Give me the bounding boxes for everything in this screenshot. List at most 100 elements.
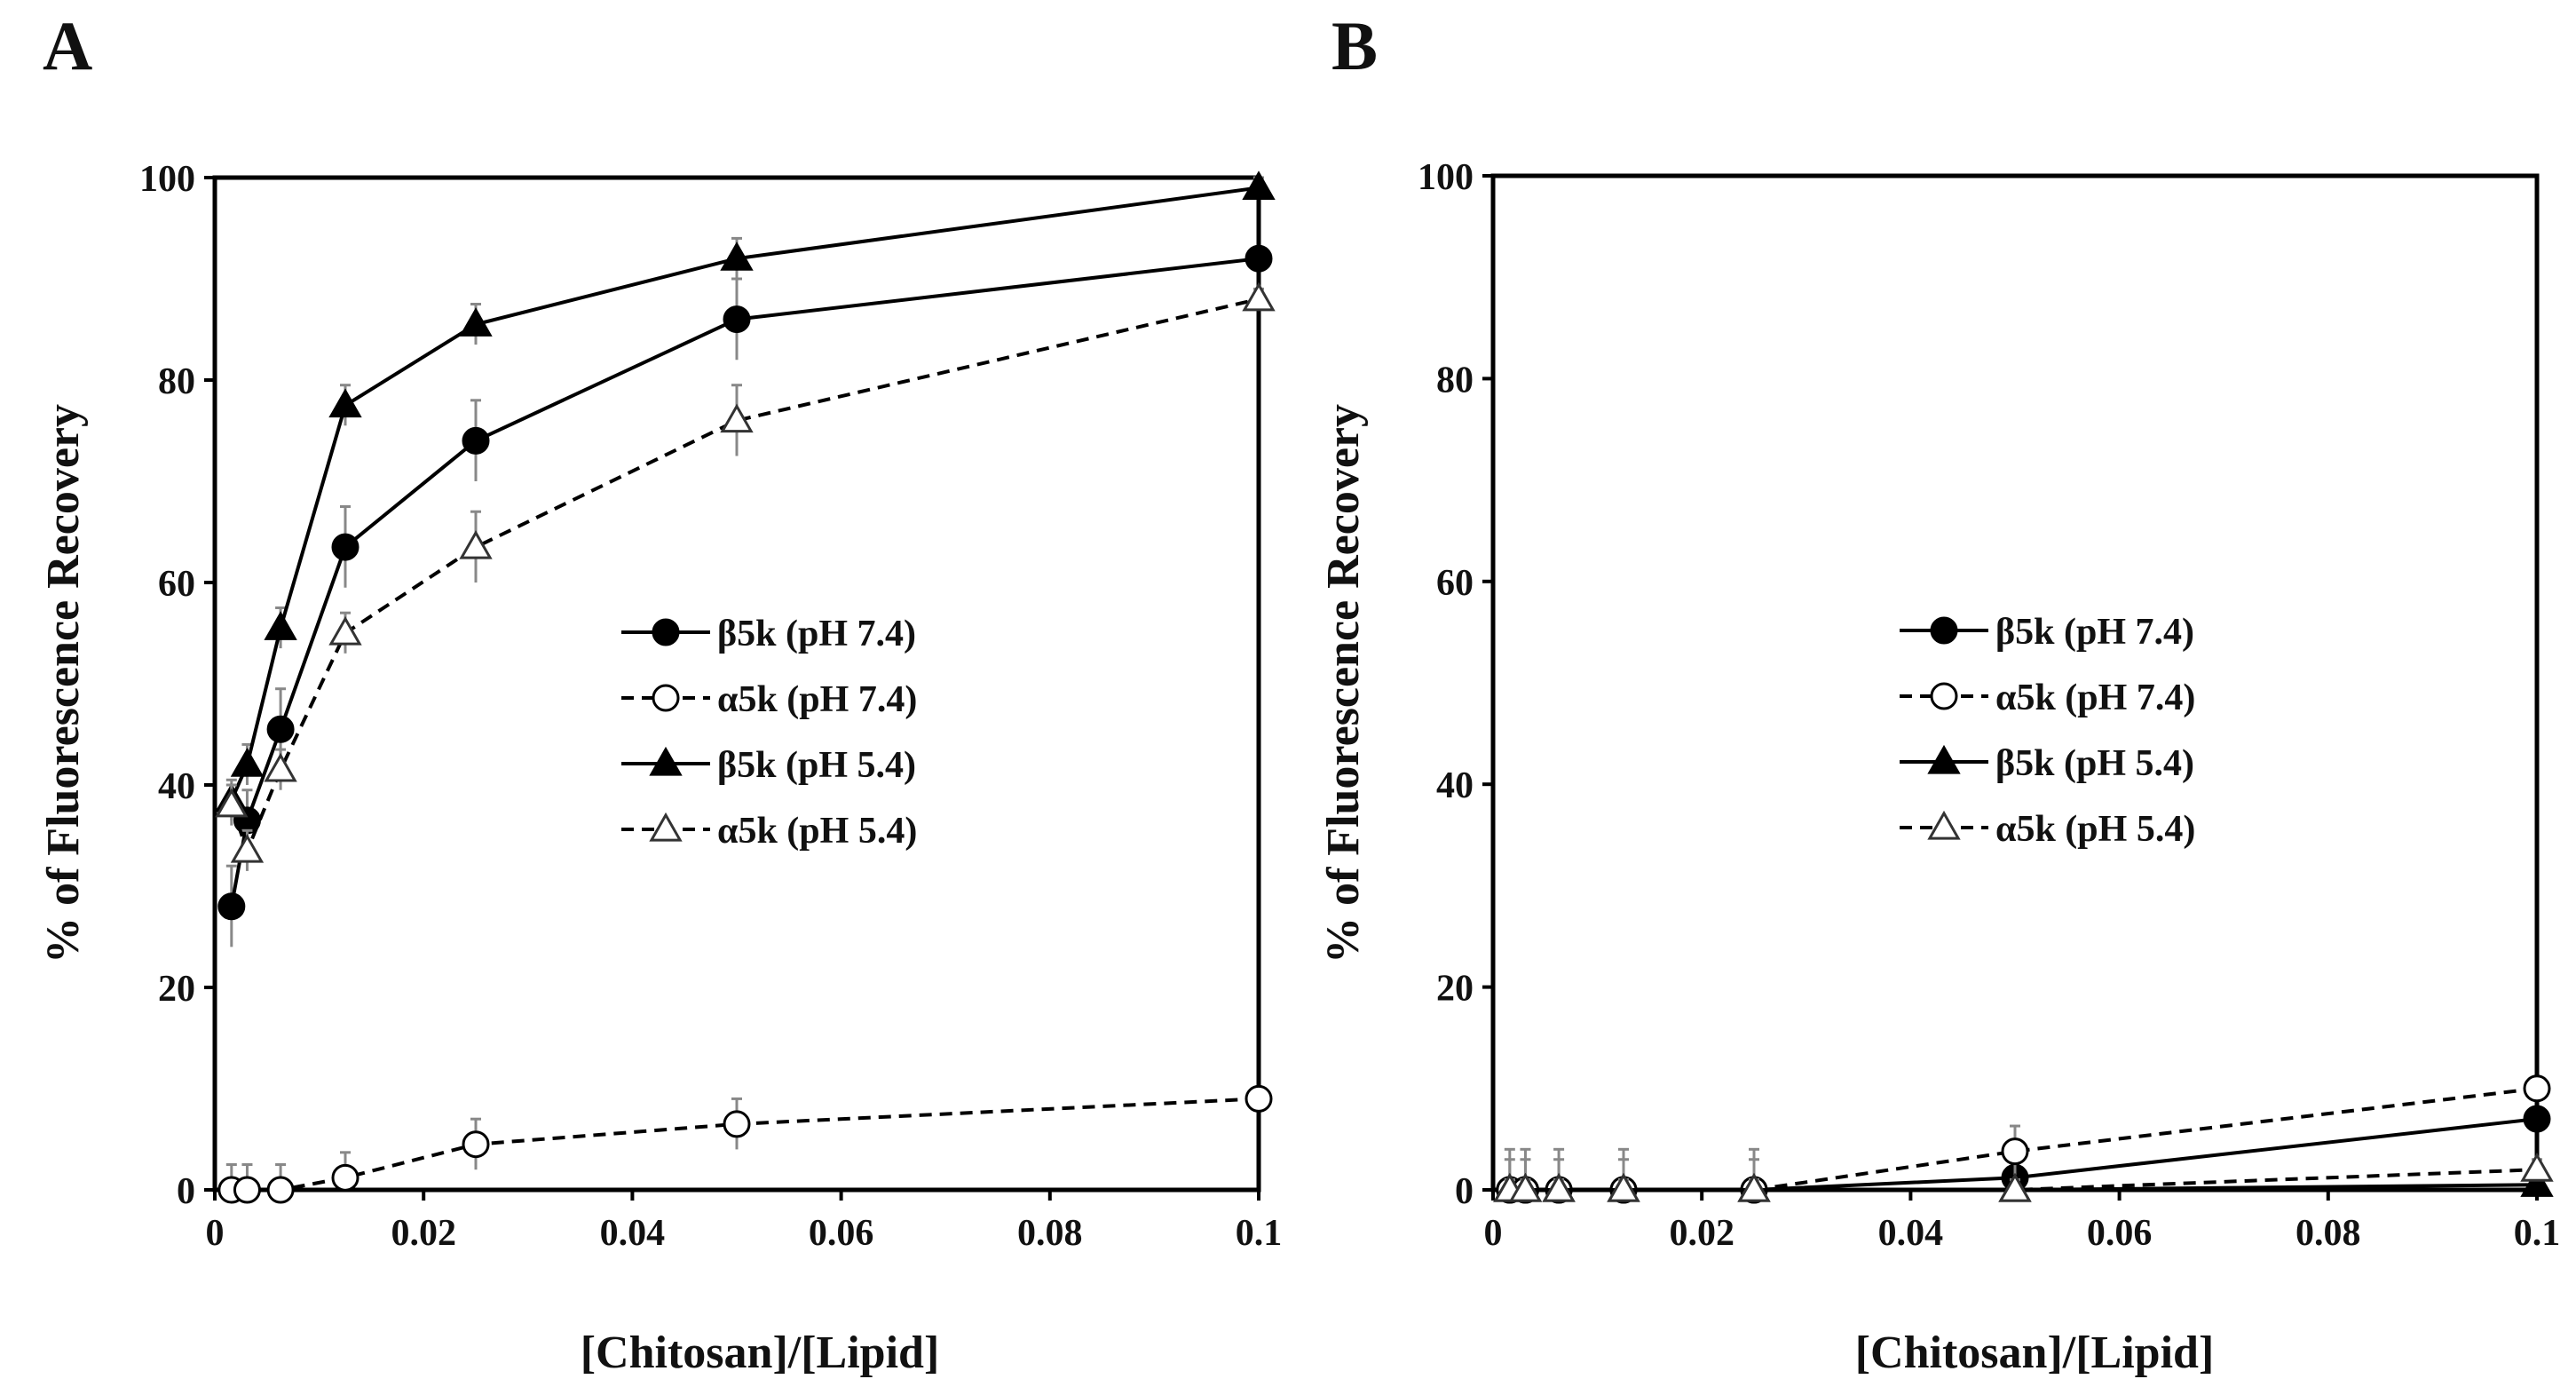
panel-b-series-3-point	[1998, 1172, 2032, 1202]
panel-a-series-3-point	[1242, 281, 1276, 312]
panel-b-series-3	[1493, 1153, 2554, 1202]
panel-a-legend-marker	[652, 618, 680, 646]
panel-b-y-tick-label: 100	[1418, 157, 1474, 198]
panel-a-series-1-point	[462, 1130, 490, 1159]
panel-b-y-ticks: 0 20 40 60 80 100	[1418, 157, 1493, 1212]
panel-a-series-1	[217, 1084, 1273, 1204]
panel-b-legend-label: α5k (pH 7.4)	[1995, 678, 2195, 718]
panel-b-series-3-point	[2520, 1153, 2554, 1182]
panel-a-series-2-point	[1242, 170, 1276, 200]
panel-b-y-tick-label: 80	[1436, 360, 1474, 400]
panel-b-series	[1493, 1074, 2554, 1204]
panel-a-legend-marker	[649, 812, 683, 842]
panel-b-y-axis-label: % of Fluorescence Recovery	[1318, 404, 1369, 963]
panel-a-y-ticks: 0 20 40 60 80 100	[139, 159, 215, 1212]
panel-a-series-1-point	[723, 1110, 751, 1138]
panel-a-series-3-point	[230, 833, 265, 863]
panel-a-y-tick-label: 80	[158, 361, 195, 402]
panel-b-x-tick-label: 0	[1484, 1213, 1503, 1254]
panel-a-series-1-point	[233, 1176, 261, 1204]
panel-a-x-axis-label: [Chitosan]/[Lipid]	[581, 1328, 940, 1378]
panel-b-legend: β5k (pH 7.4) α5k (pH 7.4) β5k (pH 5.4) α5k …	[1900, 612, 2195, 850]
panel-b-legend-label: α5k (pH 5.4)	[1995, 809, 2195, 850]
panel-b-x-tick-label: 0.1	[2514, 1213, 2561, 1254]
panel-b-x-tick-label: 0.04	[1878, 1213, 1944, 1254]
panel-a: A % of Fluorescence Recovery [Chitosan]/…	[38, 7, 1282, 1378]
panel-b-legend-marker	[1930, 682, 1958, 710]
panel-a-series-1-line	[231, 1097, 1260, 1192]
panel-a-series-0	[217, 244, 1273, 947]
panel-a-series-3-point	[264, 752, 297, 782]
panel-b-legend-marker	[1927, 744, 1961, 774]
panel-a-series-0-line	[229, 257, 1260, 908]
panel-a-y-tick-label: 0	[177, 1171, 195, 1212]
panel-a-legend-label: α5k (pH 7.4)	[717, 679, 917, 720]
panel-a-series-1-point	[331, 1163, 360, 1192]
panel-a-series-2-point	[720, 242, 754, 271]
panel-a-x-tick-label: 0.04	[600, 1213, 666, 1254]
panel-b-series-3-point	[1737, 1172, 1771, 1202]
panel-a-series-3-point	[720, 403, 754, 433]
panel-b-legend-marker	[1927, 810, 1961, 840]
panel-a-x-tick-label: 0.1	[1236, 1213, 1283, 1254]
panel-b-series-3-point	[1542, 1172, 1576, 1202]
panel-b-y-tick-label: 20	[1436, 969, 1474, 1010]
panel-b-series-0-point	[2523, 1105, 2551, 1133]
panel-b-legend-label: β5k (pH 7.4)	[1995, 612, 2194, 653]
panel-a-legend-marker	[649, 746, 683, 776]
panel-a-series-1-point	[266, 1176, 295, 1204]
panel-b-x-tick-label: 0.08	[2295, 1213, 2361, 1254]
panel-a-y-axis-label: % of Fluorescence Recovery	[38, 404, 89, 963]
panel-a-x-tick-label: 0.08	[1017, 1213, 1083, 1254]
panel-a-y-tick-label: 20	[158, 969, 195, 1010]
panel-a-series-0-point	[723, 305, 751, 334]
panel-b-x-ticks: 0 0.02 0.04 0.06 0.08 0.1	[1484, 1190, 2561, 1254]
panel-a-series-3-point	[459, 529, 493, 559]
panel-a-y-tick-label: 40	[158, 766, 195, 807]
panel-a-y-tick-label: 100	[139, 159, 195, 200]
panel-b-y-tick-label: 40	[1436, 765, 1474, 806]
panel-a-x-tick-label: 0.06	[809, 1213, 874, 1254]
panel-b-series-1-point	[2001, 1137, 2029, 1166]
panel-a-series-2-point	[328, 388, 362, 418]
panel-b-legend-marker	[1930, 616, 1958, 645]
panel-b-y-tick-label: 0	[1455, 1171, 1474, 1212]
panel-a-series-0-point	[1245, 244, 1273, 273]
panel-a-legend-label: α5k (pH 5.4)	[717, 811, 917, 852]
panel-a-legend: β5k (pH 7.4) α5k (pH 7.4) β5k (pH 5.4) α5k …	[621, 614, 917, 852]
panel-a-x-tick-label: 0.02	[391, 1213, 456, 1254]
panel-a-legend-marker	[652, 684, 680, 712]
panel-a-series-2-point	[230, 748, 265, 777]
panel-a-series-2	[215, 170, 1276, 820]
panel-a-plot-frame	[212, 175, 1261, 1193]
panel-b: B % of Fluorescence Recovery [Chitosan]/…	[1318, 7, 2560, 1378]
panel-a-series-2-point	[459, 307, 493, 337]
panel-a-x-tick-label: 0	[206, 1213, 225, 1254]
panel-a-y-tick-label: 60	[158, 564, 195, 605]
panel-b-series-1-point	[2523, 1074, 2551, 1103]
panel-a-x-ticks: 0 0.02 0.04 0.06 0.08 0.1	[206, 1190, 1283, 1254]
panel-a-series-3-point	[215, 788, 249, 818]
panel-a-series-0-point	[266, 715, 295, 743]
panel-b-x-tick-label: 0.02	[1669, 1213, 1734, 1254]
panel-b-y-tick-label: 60	[1436, 563, 1474, 604]
panel-a-series-0-point	[217, 892, 246, 921]
panel-b-series-3-point	[1607, 1172, 1640, 1202]
panel-a-series-3-point	[328, 615, 362, 646]
panel-a-series-1-point	[1245, 1084, 1273, 1113]
panel-b-series-3-point	[1508, 1172, 1543, 1202]
panel-b-series-2-point	[2520, 1168, 2554, 1197]
panel-a-legend-label: β5k (pH 5.4)	[717, 745, 916, 786]
panel-a-series-3	[215, 281, 1276, 871]
panel-b-x-tick-label: 0.06	[2087, 1213, 2153, 1254]
panel-b-legend-label: β5k (pH 5.4)	[1995, 743, 2194, 784]
panel-a-series-0-point	[331, 533, 360, 561]
panel-a-series-2-point	[264, 611, 297, 640]
panel-a-legend-label: β5k (pH 7.4)	[717, 614, 916, 654]
panel-b-x-axis-label: [Chitosan]/[Lipid]	[1855, 1328, 2215, 1378]
panel-a-letter: A	[43, 7, 92, 84]
panel-a-series	[215, 170, 1276, 1204]
panel-a-series-0-point	[462, 426, 490, 455]
panel-b-letter: B	[1331, 7, 1378, 84]
